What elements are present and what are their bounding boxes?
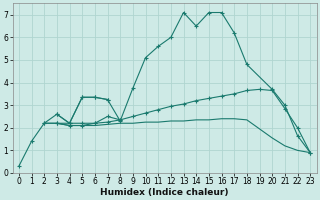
X-axis label: Humidex (Indice chaleur): Humidex (Indice chaleur) <box>100 188 229 197</box>
